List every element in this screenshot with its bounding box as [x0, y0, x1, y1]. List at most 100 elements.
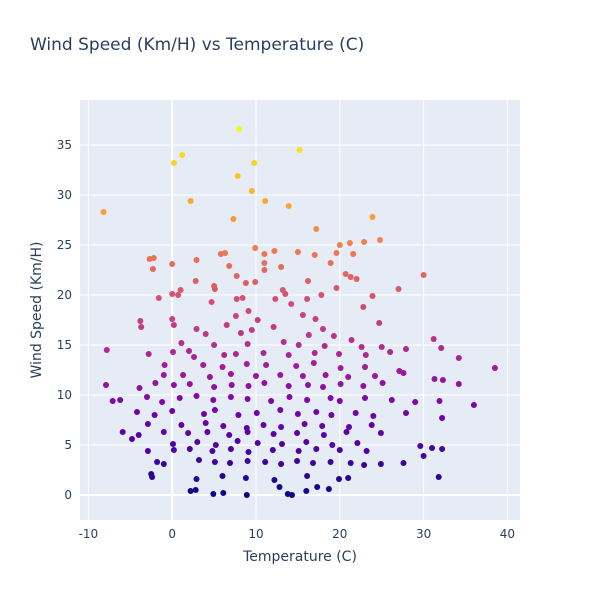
data-point: [348, 337, 355, 343]
data-point: [369, 293, 376, 299]
data-point: [109, 398, 116, 404]
data-point: [235, 412, 242, 418]
data-point: [277, 407, 284, 413]
data-point: [304, 473, 311, 479]
data-point: [420, 272, 427, 278]
data-point: [100, 209, 107, 215]
data-point: [211, 384, 218, 390]
data-point: [337, 365, 344, 371]
data-point: [347, 274, 354, 280]
data-point: [232, 351, 239, 357]
data-point: [221, 352, 228, 358]
data-point: [294, 249, 301, 255]
data-point: [222, 250, 228, 256]
x-tick-label: 0: [168, 527, 176, 541]
y-tick-label: 35: [57, 138, 72, 152]
data-point: [369, 214, 376, 220]
data-point: [242, 475, 249, 481]
data-point: [245, 383, 252, 389]
y-tick-label: 5: [64, 438, 72, 452]
data-point: [311, 252, 318, 258]
data-point: [455, 381, 462, 387]
data-point: [150, 255, 157, 261]
data-point: [211, 286, 218, 292]
data-point: [144, 421, 151, 427]
data-point: [245, 449, 252, 455]
data-point: [336, 398, 343, 404]
data-point: [336, 242, 343, 248]
data-point: [377, 237, 383, 243]
data-point: [169, 261, 176, 267]
data-point: [186, 446, 193, 452]
data-point: [245, 308, 252, 314]
data-point: [261, 260, 268, 266]
data-point: [169, 291, 176, 297]
data-point: [320, 432, 327, 438]
data-point: [417, 443, 424, 449]
data-point: [395, 286, 402, 292]
data-point: [353, 276, 360, 282]
data-point: [227, 394, 234, 400]
data-point: [277, 372, 284, 378]
data-point: [187, 198, 194, 204]
data-point: [219, 473, 226, 479]
data-point: [262, 198, 269, 204]
data-point: [233, 273, 240, 279]
data-point: [387, 349, 394, 355]
data-point: [288, 301, 295, 307]
data-point: [286, 394, 293, 400]
data-point: [379, 380, 386, 386]
data-point: [436, 398, 443, 404]
y-tick-label: 10: [57, 388, 72, 402]
data-point: [327, 395, 334, 401]
data-point: [191, 354, 197, 360]
data-point: [278, 424, 285, 430]
data-point: [138, 324, 145, 330]
data-point: [378, 344, 385, 350]
data-point: [336, 476, 342, 482]
data-point: [212, 442, 219, 448]
data-point: [230, 216, 237, 222]
data-point: [295, 448, 302, 454]
data-point: [144, 448, 151, 454]
data-point: [282, 291, 289, 297]
data-point: [278, 461, 285, 467]
data-point: [285, 203, 292, 209]
data-point: [252, 245, 259, 251]
y-tick-labels: 0 5 10 15 20 25 30 35: [57, 138, 72, 502]
data-point: [321, 343, 328, 349]
data-point: [196, 457, 202, 463]
data-point: [377, 461, 384, 467]
data-point: [129, 436, 135, 442]
data-point: [155, 295, 162, 301]
data-point: [200, 362, 207, 368]
data-point: [439, 377, 446, 383]
data-point: [299, 373, 306, 379]
data-point: [319, 423, 326, 429]
data-point: [470, 402, 477, 408]
data-point: [325, 486, 332, 492]
data-point: [179, 152, 186, 158]
data-point: [345, 374, 352, 380]
data-point: [295, 342, 302, 348]
data-point: [301, 421, 308, 427]
data-point: [103, 382, 109, 388]
data-point: [169, 408, 176, 414]
data-point: [262, 459, 269, 465]
y-tick-label: 15: [57, 338, 72, 352]
data-point: [420, 453, 427, 459]
data-point: [403, 346, 409, 352]
chart-title: Wind Speed (Km/H) vs Temperature (C): [30, 35, 364, 55]
data-point: [243, 492, 250, 498]
data-point: [314, 484, 321, 490]
data-point: [360, 304, 367, 310]
data-point: [346, 240, 353, 246]
data-point: [455, 355, 462, 361]
y-gridlines: [80, 144, 520, 446]
data-point: [333, 285, 340, 291]
data-point: [294, 411, 301, 417]
data-point: [236, 126, 243, 132]
data-point: [363, 448, 370, 454]
data-point: [192, 278, 199, 284]
